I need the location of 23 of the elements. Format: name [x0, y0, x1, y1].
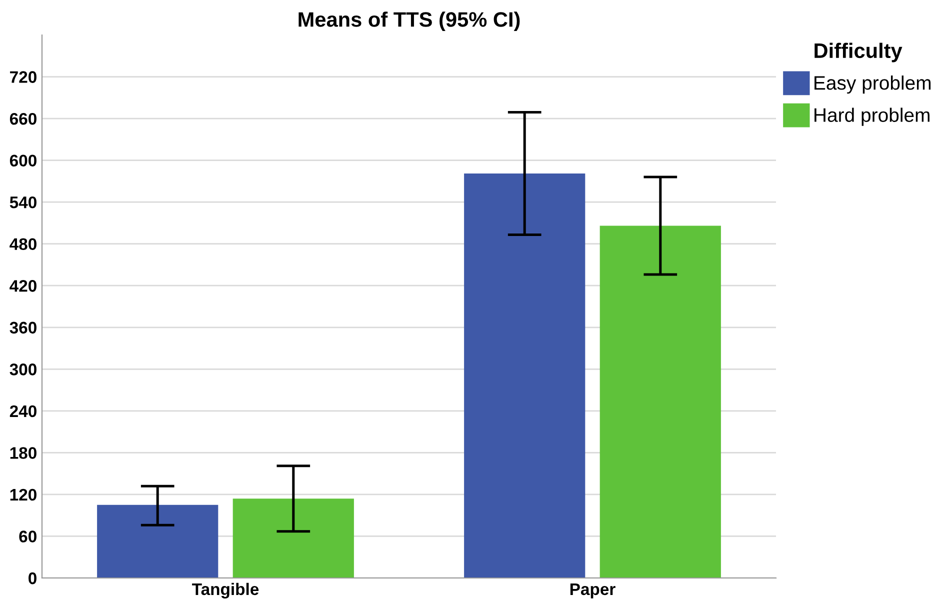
bar: [600, 226, 721, 578]
y-tick-label: 660: [10, 112, 36, 125]
y-tick-label: 180: [10, 447, 36, 459]
chart-title: Means of TTS (95% CI): [298, 12, 520, 31]
y-tick-label: 300: [10, 364, 36, 376]
x-tick-label: Paper: [570, 583, 616, 598]
legend-label: Hard problem: [814, 108, 930, 126]
y-tick-label: 60: [19, 530, 36, 542]
y-tick-label: 360: [10, 322, 36, 334]
bar: [464, 174, 586, 578]
legend-label: Easy problem: [814, 76, 931, 94]
y-tick-label: 540: [10, 196, 36, 208]
bar: [97, 504, 218, 578]
legend-title: Difficulty: [814, 42, 902, 62]
x-tick-label: Tangible: [192, 582, 259, 598]
y-tick-label: 720: [10, 71, 36, 83]
y-tick-label: 420: [10, 280, 36, 292]
y-tick-label: 600: [10, 154, 36, 167]
bar: [232, 498, 354, 578]
y-tick-label: 120: [10, 488, 36, 501]
y-tick-label: 240: [10, 405, 36, 418]
y-tick-label: 0: [28, 572, 36, 584]
y-tick-label: 480: [10, 238, 36, 250]
